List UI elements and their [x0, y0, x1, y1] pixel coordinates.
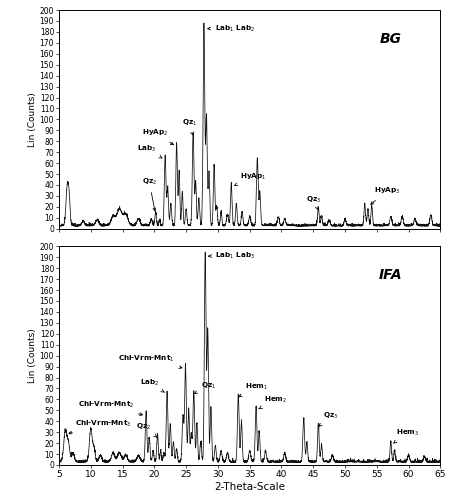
Text: Chl-Vrm-Mnt$_1$: Chl-Vrm-Mnt$_1$ [118, 354, 182, 368]
X-axis label: 2-Theta-Scale: 2-Theta-Scale [214, 482, 285, 492]
Text: IFA: IFA [379, 268, 403, 282]
Y-axis label: Lin (Counts): Lin (Counts) [28, 328, 37, 383]
Text: Lab$_2$: Lab$_2$ [140, 378, 165, 392]
Y-axis label: Lin (Counts): Lin (Counts) [28, 92, 37, 147]
Text: Lab$_3$: Lab$_3$ [137, 144, 162, 158]
Text: BG: BG [380, 32, 402, 46]
Text: Chl-Vrm-Mnt$_2$: Chl-Vrm-Mnt$_2$ [78, 400, 143, 415]
Text: Qz$_3$: Qz$_3$ [306, 194, 321, 210]
Text: Hem$_2$: Hem$_2$ [258, 394, 287, 409]
Text: Qz$_2$: Qz$_2$ [136, 422, 157, 437]
Text: Qz$_1$: Qz$_1$ [195, 380, 216, 394]
Text: HyAp$_3$: HyAp$_3$ [371, 186, 400, 204]
Text: HyAp$_2$: HyAp$_2$ [142, 128, 173, 144]
Text: Qz$_1$: Qz$_1$ [182, 118, 197, 135]
Text: Hem$_1$: Hem$_1$ [239, 382, 268, 396]
Text: Qz$_2$: Qz$_2$ [142, 177, 157, 211]
Text: Chl-Vrm-Mnt$_3$: Chl-Vrm-Mnt$_3$ [69, 418, 131, 434]
Text: Hem$_3$: Hem$_3$ [394, 428, 419, 443]
Text: Qz$_3$: Qz$_3$ [319, 411, 338, 426]
Text: HyAp$_1$: HyAp$_1$ [235, 172, 266, 185]
Text: Lab$_1$ Lab$_3$: Lab$_1$ Lab$_3$ [209, 251, 255, 261]
Text: Lab$_1$ Lab$_2$: Lab$_1$ Lab$_2$ [207, 24, 255, 34]
